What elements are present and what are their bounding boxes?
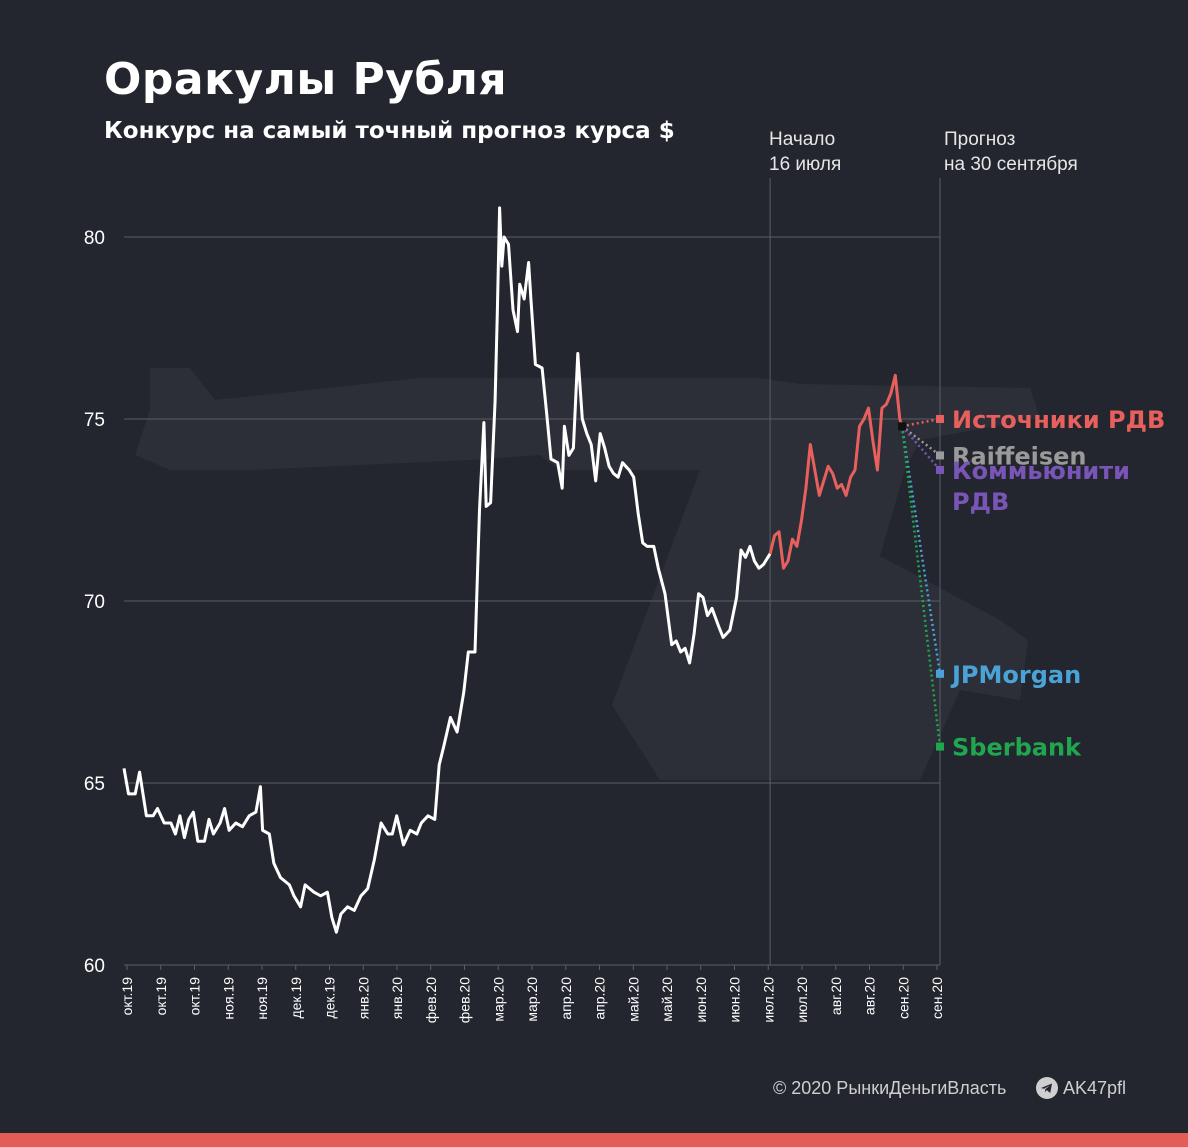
x-tick-label: авг.20 <box>862 977 878 1015</box>
x-tick-label: ноя.19 <box>254 977 270 1020</box>
forecast-marker <box>936 415 944 423</box>
x-tick-label: окт.19 <box>119 977 135 1016</box>
footer-copyright: © 2020 РынкиДеньгиВласть <box>773 1078 1007 1098</box>
start-note: Начало 16 июля <box>769 127 841 177</box>
telegram-icon[interactable] <box>1036 1077 1058 1099</box>
forecast-marker <box>936 451 944 460</box>
x-tick-label: май.20 <box>625 977 641 1022</box>
x-tick-label: сен.20 <box>929 977 945 1019</box>
x-tick-labels: окт.19 окт.19 окт.19 ноя.19 ноя.19 дек.19 дек.… <box>119 965 945 1023</box>
start-note-line2: 16 июля <box>769 154 842 175</box>
forecast-label: Источники РДВ <box>952 406 1165 434</box>
forecast-line <box>900 426 942 674</box>
bottom-accent-bar <box>0 1133 1188 1147</box>
y-tick-label: 70 <box>84 592 105 613</box>
forecast-note-line2: на 30 сентября <box>944 154 1078 175</box>
forecast-marker <box>936 742 944 751</box>
x-tick-label: июн.20 <box>693 977 709 1023</box>
y-tick-label: 60 <box>84 956 105 977</box>
forecast-line <box>900 426 942 747</box>
x-tick-label: окт.19 <box>187 977 203 1016</box>
y-tick-label: 80 <box>84 228 105 249</box>
x-tick-label: мар.20 <box>490 977 506 1022</box>
series-line-history <box>122 206 772 934</box>
forecast-label: Sberbank <box>952 734 1082 762</box>
y-tick-label: 75 <box>84 410 105 431</box>
page-subtitle: Конкурс на самый точный прогноз курса $ <box>104 118 675 144</box>
series-lines <box>122 206 904 934</box>
x-tick-label: мар.20 <box>524 977 540 1022</box>
forecast-note: Прогноз на 30 сентября <box>944 127 1078 177</box>
forecast-line <box>901 417 941 428</box>
series-line-contest <box>768 373 904 570</box>
grid-lines <box>124 236 940 966</box>
x-tick-label: фев.20 <box>457 977 473 1023</box>
x-tick-label: авг.20 <box>828 977 844 1015</box>
x-tick-label: апр.20 <box>592 977 608 1020</box>
forecast-note-line1: Прогноз <box>944 129 1016 150</box>
y-tick-label: 65 <box>84 774 105 795</box>
forecast-label: JPMorgan <box>950 661 1081 689</box>
x-tick-label: апр.20 <box>558 977 574 1020</box>
x-tick-label: ноя.19 <box>220 977 236 1020</box>
start-note-line1: Начало <box>769 129 836 150</box>
forecast-marker <box>936 669 944 678</box>
reference-lines <box>769 178 941 965</box>
forecast-label: РДВ <box>952 488 1009 516</box>
x-tick-label: май.20 <box>659 977 675 1022</box>
footer-channel[interactable]: AK47pfl <box>1063 1078 1127 1098</box>
x-tick-label: июл.20 <box>760 977 776 1023</box>
forecast-label: Raiffeisen <box>952 442 1087 470</box>
forecast-label: Коммьюнити <box>952 457 1130 485</box>
x-tick-label: июл.20 <box>794 977 810 1023</box>
x-tick-label: дек.19 <box>288 977 304 1019</box>
x-tick-label: янв.20 <box>389 977 405 1019</box>
y-tick-labels: 60 65 70 75 80 <box>84 228 105 977</box>
last-actual-marker <box>897 422 906 431</box>
x-tick-label: окт.19 <box>153 977 169 1016</box>
x-tick-label: сен.20 <box>895 977 911 1019</box>
x-tick-label: фев.20 <box>423 977 439 1023</box>
x-tick-label: янв.20 <box>355 977 371 1019</box>
x-tick-label: дек.19 <box>322 977 338 1019</box>
x-tick-label: июн.20 <box>727 977 743 1023</box>
forecast-marker <box>936 465 944 474</box>
page-title: Оракулы Рубля <box>104 54 508 105</box>
